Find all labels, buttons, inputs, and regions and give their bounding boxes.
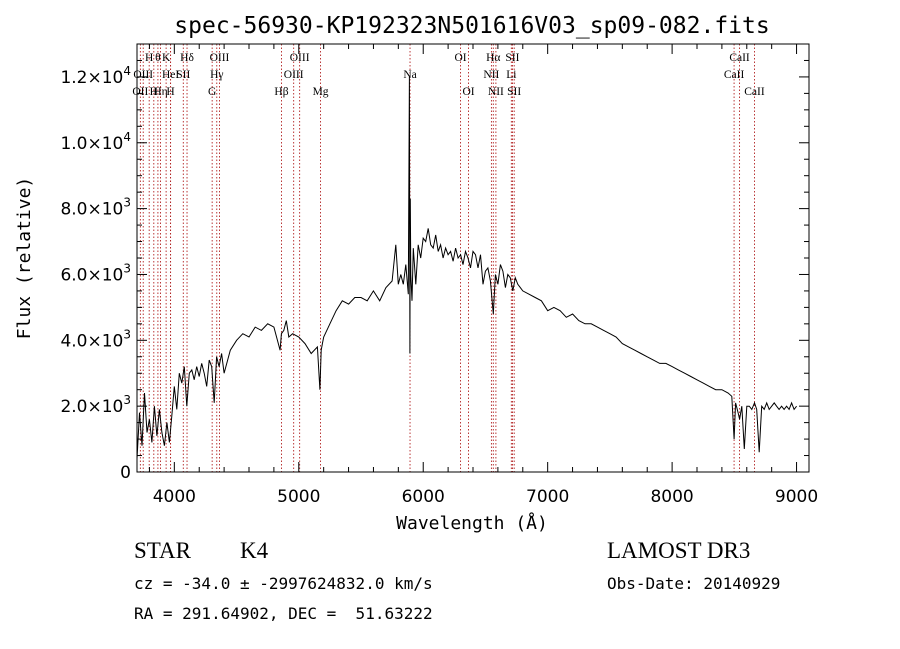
spectral-line-label: CaII (744, 86, 765, 98)
spectral-line-label: θ (155, 52, 161, 64)
spectral-line-markers (139, 44, 755, 472)
spectral-line-label: Na (403, 69, 416, 81)
redshift-line: cz = -34.0 ± -2997624832.0 km/s (134, 574, 433, 593)
y-axis: 0 2.0×103 4.0×103 6.0×103 8.0×103 1.0×104 1.2×… (60, 43, 809, 483)
spectral-line-label: Li (506, 69, 516, 81)
chart-title: spec-56930-KP192323N501616V03_sp09-082.f… (174, 13, 769, 39)
spectral-line-label: Hη (153, 86, 167, 98)
object-class: STAR (134, 538, 191, 563)
spectral-line-label: SII (505, 52, 519, 64)
spectrum-series-line (136, 76, 797, 459)
y-axis-label: Flux (relative) (14, 177, 35, 340)
spectral-line-label: K (162, 52, 171, 64)
spectral-line-label: CaII (724, 69, 745, 81)
y-tick-label: 8.0×103 (60, 196, 131, 220)
spectral-line-label: OI (454, 52, 466, 64)
x-axis-label: Wavelength (Å) (396, 512, 548, 534)
spectral-line-label: HeI (162, 69, 179, 81)
y-tick-label: 2.0×103 (60, 393, 131, 417)
spectral-line-label: OIII (210, 52, 230, 64)
x-tick-label: 4000 (153, 487, 196, 507)
y-tick-label: 1.2×104 (60, 64, 131, 88)
y-tick-label: 4.0×103 (60, 327, 131, 351)
spectral-line-label: H (166, 86, 174, 98)
obs-date-line: Obs-Date: 20140929 (607, 574, 781, 593)
spectral-line-label: OII (132, 86, 148, 98)
spectral-line-label: NII (483, 69, 499, 81)
coords-line: RA = 291.64902, DEC = 51.63222 (134, 604, 433, 623)
x-tick-label: 9000 (775, 487, 818, 507)
spectral-line-label: SII (507, 86, 521, 98)
subclass: K4 (240, 538, 269, 563)
spectral-line-label: Hδ (180, 52, 194, 64)
spectral-line-label: OIII (290, 52, 310, 64)
x-tick-label: 7000 (526, 487, 569, 507)
spectral-line-label: SII (176, 69, 190, 81)
x-axis: 4000 5000 6000 7000 8000 9000 (148, 44, 818, 507)
x-tick-label: 8000 (650, 487, 693, 507)
spectral-line-label: Hα (486, 52, 500, 64)
spectral-line-label: H (145, 52, 153, 64)
spectral-line-label: OIII (133, 69, 153, 81)
x-tick-label: 6000 (402, 487, 445, 507)
spectral-line-label: H (150, 86, 158, 98)
spectral-line-labels: OIIOIIIHHθHηKHHeISIIHδGHγOIIIHβOIIIOIIIM… (132, 52, 765, 98)
y-tick-label: 1.0×104 (60, 130, 131, 154)
y-tick-label: 6.0×103 (60, 261, 131, 285)
spectral-line-label: Hβ (274, 86, 288, 98)
spectral-line-label: Hγ (210, 69, 223, 81)
survey-name: LAMOST DR3 (607, 538, 751, 563)
spectral-line-label: Mg (313, 86, 329, 98)
x-tick-label: 5000 (277, 487, 320, 507)
spectral-line-label: G (208, 86, 216, 98)
spectral-line-label: OIII (284, 69, 304, 81)
y-tick-label: 0 (120, 463, 131, 483)
spectral-line-label: NII (488, 86, 504, 98)
spectral-line-label: CaII (729, 52, 750, 64)
plot-frame (136, 43, 810, 473)
spectral-line-label: OI (462, 86, 474, 98)
